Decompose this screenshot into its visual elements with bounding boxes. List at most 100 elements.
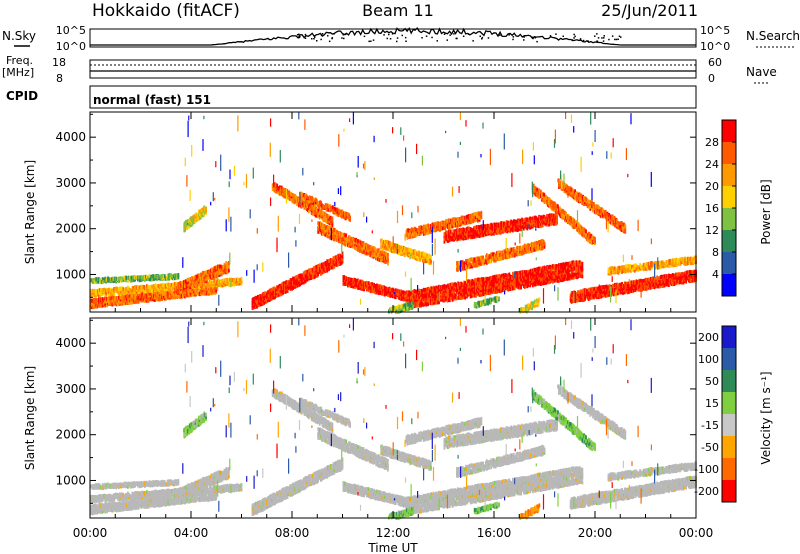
scatter-cell	[196, 288, 199, 293]
scatter-cell	[299, 282, 302, 287]
cpid-value: normal (fast) 151	[93, 93, 211, 107]
noise-search-dot	[614, 38, 616, 41]
scatter-cell	[333, 262, 336, 267]
scatter-cell	[348, 281, 351, 286]
scatter-cell	[224, 282, 227, 287]
noise-search-dot	[508, 34, 510, 36]
scatter-cell	[331, 221, 334, 226]
scatter-cell	[93, 300, 96, 305]
scatter-cell	[348, 277, 351, 282]
scatter-cell	[362, 280, 365, 285]
scatter-cell	[193, 215, 196, 220]
scatter-cell	[427, 255, 430, 260]
scatter-cell	[367, 286, 370, 291]
scatter-cell	[179, 283, 182, 288]
scatter-cell	[188, 222, 191, 227]
scatter-cell	[345, 233, 348, 238]
scatter-cell	[355, 237, 358, 242]
scatter-cell	[321, 229, 324, 234]
scatter-cell	[188, 285, 191, 290]
nave-tick-bottom: 0	[708, 72, 715, 85]
nsky-label: N.Sky	[2, 29, 36, 43]
scatter-cell	[418, 252, 421, 257]
scatter-cell	[177, 294, 180, 299]
scatter-cell	[358, 241, 361, 246]
noise-search-dot	[343, 37, 345, 40]
scatter-cell	[390, 246, 393, 251]
noise-search-dot	[311, 38, 313, 40]
scatter-cell	[320, 200, 323, 205]
scatter-cell	[179, 280, 182, 285]
scatter-cell	[135, 293, 137, 298]
scatter-cell	[192, 284, 194, 289]
scatter-cell	[318, 204, 321, 209]
cpid-panel: CPID normal (fast) 151	[6, 85, 697, 109]
scatter-cell	[187, 289, 190, 294]
scatter-cell	[114, 287, 117, 292]
scatter-cell	[390, 290, 393, 295]
scatter-cell	[169, 289, 172, 294]
scatter-cell	[376, 283, 379, 288]
scatter-cell	[108, 300, 110, 305]
scatter-cell	[195, 218, 197, 223]
scatter-cell	[317, 221, 320, 226]
scatter-cell	[370, 245, 373, 250]
scatter-cell	[345, 236, 348, 241]
scatter-cell	[184, 279, 187, 284]
noise-search-dot	[602, 40, 605, 42]
scatter-cell	[208, 291, 210, 296]
scatter-cell	[311, 196, 314, 201]
scatter-cell	[252, 297, 255, 301]
scatter-cell	[341, 251, 344, 256]
scatter-cell	[309, 204, 312, 209]
scatter-cell	[307, 201, 309, 206]
scatter-cell	[210, 267, 213, 272]
scatter-cell	[267, 296, 270, 301]
noise-search-dot	[370, 40, 372, 42]
scatter-cell	[302, 275, 305, 280]
noise-search-dot	[603, 37, 605, 39]
scatter-cell	[272, 286, 275, 291]
scatter-cell	[304, 272, 307, 277]
scatter-cell	[387, 261, 389, 266]
noise-search-dot	[383, 34, 385, 36]
scatter-cell	[205, 208, 207, 213]
scatter-cell	[412, 251, 415, 256]
scatter-cell	[182, 289, 184, 294]
scatter-cell	[159, 295, 162, 299]
noise-panel: N.Sky 10^5 10^0 10^5 10^0 N.Search	[2, 24, 800, 53]
scatter-cell	[317, 270, 320, 275]
noise-search-dot	[401, 34, 403, 37]
freq-tick-bottom: 8	[56, 72, 63, 85]
scatter-cell	[101, 303, 104, 308]
scatter-cell	[370, 253, 373, 258]
scatter-cell	[350, 241, 353, 245]
scatter-cell	[549, 213, 551, 218]
noise-search-dot	[479, 35, 481, 37]
scatter-cell	[206, 276, 209, 281]
noise-search-dot	[320, 38, 322, 41]
scatter-cell	[188, 277, 191, 282]
scatter-cell	[163, 285, 166, 290]
scatter-cell	[473, 212, 476, 217]
scatter-cell	[202, 291, 205, 296]
scatter-cell	[313, 274, 316, 279]
scatter-cell	[365, 245, 368, 250]
scatter-cell	[333, 209, 336, 214]
scatter-cell	[141, 298, 144, 303]
scatter-cell	[263, 292, 266, 297]
scatter-cell	[113, 278, 116, 283]
scatter-cell	[371, 282, 374, 287]
scatter-cell	[318, 215, 321, 220]
scatter-cell	[236, 281, 238, 286]
scatter-cell	[331, 231, 334, 236]
scatter-cell	[312, 266, 315, 271]
scatter-cell	[263, 296, 266, 301]
scatter-cell	[320, 204, 323, 209]
scatter-cell	[159, 286, 162, 290]
scatter-cell	[308, 270, 311, 275]
scatter-cell	[381, 285, 384, 290]
noise-tick-top-left: 10^5	[56, 24, 86, 37]
scatter-cell	[339, 254, 342, 259]
